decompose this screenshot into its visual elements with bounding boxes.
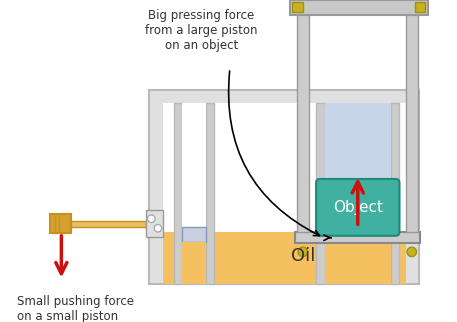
Circle shape <box>148 215 155 223</box>
Bar <box>146 210 163 237</box>
Bar <box>297 11 309 232</box>
Bar <box>295 232 420 243</box>
Bar <box>181 242 206 284</box>
Bar <box>181 103 206 284</box>
FancyBboxPatch shape <box>316 179 399 236</box>
Bar <box>163 103 406 284</box>
Circle shape <box>298 247 308 257</box>
Text: Object: Object <box>333 200 383 215</box>
Bar <box>206 103 214 284</box>
Bar <box>292 2 303 12</box>
Bar <box>324 103 391 284</box>
Bar <box>316 103 324 284</box>
Bar <box>163 232 406 284</box>
Bar <box>391 103 399 284</box>
Bar <box>414 2 425 12</box>
Text: Big pressing force
from a large piston
on an object: Big pressing force from a large piston o… <box>145 9 258 52</box>
Bar <box>406 11 418 232</box>
Bar <box>50 214 71 233</box>
Bar <box>324 232 391 284</box>
Circle shape <box>407 247 416 257</box>
Circle shape <box>154 224 162 232</box>
Bar <box>324 103 391 232</box>
Bar <box>174 103 181 284</box>
Text: Oil: Oil <box>291 247 315 265</box>
Bar <box>71 221 146 227</box>
Bar <box>290 0 428 15</box>
Bar <box>181 227 206 242</box>
Text: Small pushing force
on a small piston: Small pushing force on a small piston <box>17 295 134 322</box>
Bar <box>149 90 420 284</box>
